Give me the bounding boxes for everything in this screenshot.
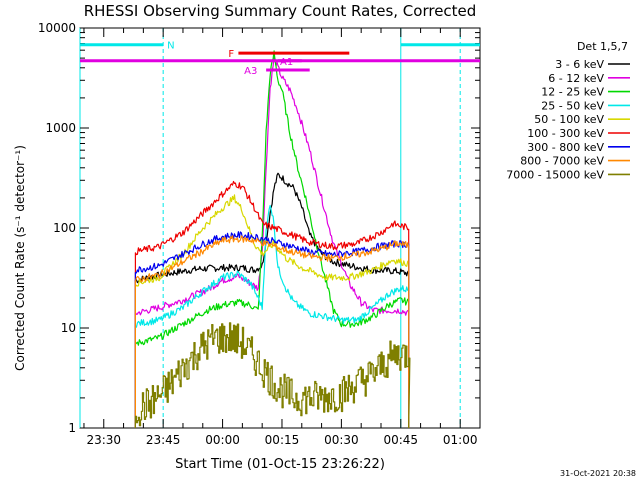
legend-label: 6 - 12 keV	[548, 72, 604, 85]
x-tick-label: 23:45	[146, 433, 181, 447]
annotation-label: F	[228, 49, 234, 60]
y-tick-label: 1	[68, 421, 76, 435]
x-tick-label: 00:00	[205, 433, 240, 447]
annotation-label: A1	[280, 57, 293, 68]
y-axis-label: Corrected Count Rate (s⁻¹ detector⁻¹)	[13, 145, 27, 371]
legend-label: 800 - 7000 keV	[520, 155, 604, 168]
x-axis-label: Start Time (01-Oct-15 23:26:22)	[175, 457, 385, 472]
timestamp: 31-Oct-2021 20:38	[560, 469, 636, 478]
y-tick-label: 10000	[38, 21, 76, 35]
legend-label: 25 - 50 keV	[541, 99, 604, 112]
x-tick-label: 23:30	[86, 433, 121, 447]
series-line	[134, 235, 410, 428]
y-tick-label: 100	[53, 221, 76, 235]
legend-label: 100 - 300 keV	[527, 127, 604, 140]
x-tick-label: 00:30	[324, 433, 359, 447]
series-line	[134, 172, 410, 428]
legend-label: 3 - 6 keV	[555, 58, 604, 71]
x-tick-label: 00:15	[265, 433, 300, 447]
legend-label: 300 - 800 keV	[527, 141, 604, 154]
legend-label: 7000 - 15000 keV	[506, 168, 604, 181]
legend-label: 50 - 100 keV	[534, 113, 604, 126]
series-line	[134, 180, 410, 428]
y-tick-label: 10	[61, 321, 76, 335]
annotation-label: A3	[244, 66, 257, 77]
legend-label: 12 - 25 keV	[541, 86, 604, 99]
series-line	[134, 322, 411, 429]
series-line	[134, 231, 410, 428]
legend-title: Det 1,5,7	[577, 40, 628, 53]
annotation-label: N	[167, 41, 174, 52]
y-tick-label: 1000	[45, 121, 76, 135]
chart-title: RHESSI Observing Summary Count Rates, Co…	[84, 2, 477, 20]
x-tick-label: 01:00	[443, 433, 478, 447]
x-tick-label: 00:45	[383, 433, 418, 447]
series-line	[134, 204, 410, 428]
plot-area: 1 10 100 1000 10000 23:30 23:45 00:00 00:15 00:30…	[38, 21, 481, 447]
